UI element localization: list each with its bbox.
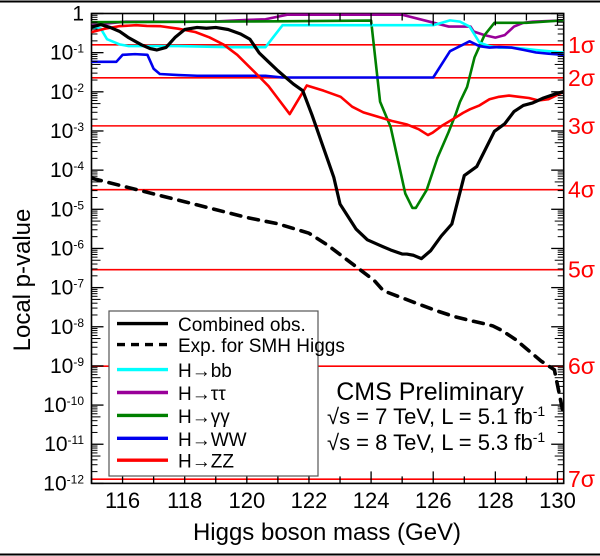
svg-text:10-9: 10-9	[50, 355, 84, 378]
svg-text:10-4: 10-4	[50, 159, 84, 182]
svg-text:5σ: 5σ	[568, 257, 595, 283]
svg-text:H→ττ: H→ττ	[178, 384, 226, 405]
svg-text:10-5: 10-5	[50, 198, 84, 221]
svg-text:10-1: 10-1	[50, 42, 84, 65]
svg-text:120: 120	[228, 488, 265, 513]
svg-text:116: 116	[105, 488, 140, 513]
svg-text:6σ: 6σ	[568, 353, 595, 379]
svg-text:7σ: 7σ	[568, 466, 595, 492]
svg-text:H→γγ: H→γγ	[178, 407, 230, 428]
svg-text:10-3: 10-3	[50, 120, 84, 143]
svg-text:H→ZZ: H→ZZ	[178, 452, 234, 473]
svg-text:10-10: 10-10	[43, 394, 84, 417]
svg-text:10-12: 10-12	[43, 472, 84, 495]
svg-text:H→bb: H→bb	[178, 361, 232, 382]
svg-text:124: 124	[353, 488, 390, 513]
svg-text:1σ: 1σ	[568, 32, 595, 58]
svg-text:√s = 7 TeV, L = 5.1 fb-1: √s = 7 TeV, L = 5.1 fb-1	[327, 403, 545, 429]
svg-text:3σ: 3σ	[568, 113, 595, 139]
svg-text:Exp. for SMH Higgs: Exp. for SMH Higgs	[178, 336, 345, 357]
svg-text:10-2: 10-2	[50, 81, 84, 104]
svg-text:126: 126	[415, 488, 452, 513]
svg-text:CMS Preliminary: CMS Preliminary	[336, 378, 524, 406]
svg-text:10-6: 10-6	[50, 237, 84, 260]
svg-text:10-11: 10-11	[44, 433, 84, 456]
svg-text:128: 128	[477, 488, 514, 513]
svg-text:Combined obs.: Combined obs.	[178, 315, 306, 336]
svg-text:4σ: 4σ	[568, 177, 595, 203]
svg-text:10-7: 10-7	[50, 277, 84, 300]
svg-text:1: 1	[72, 3, 84, 26]
svg-text:√s = 8 TeV, L = 5.3 fb-1: √s = 8 TeV, L = 5.3 fb-1	[327, 429, 545, 455]
svg-text:Local p-value: Local p-value	[9, 209, 36, 352]
svg-text:118: 118	[167, 488, 202, 513]
svg-text:122: 122	[291, 488, 328, 513]
svg-text:Higgs boson mass (GeV): Higgs boson mass (GeV)	[193, 519, 461, 546]
svg-text:H→WW: H→WW	[178, 430, 247, 451]
svg-text:10-8: 10-8	[50, 316, 84, 339]
svg-text:2σ: 2σ	[568, 65, 595, 91]
